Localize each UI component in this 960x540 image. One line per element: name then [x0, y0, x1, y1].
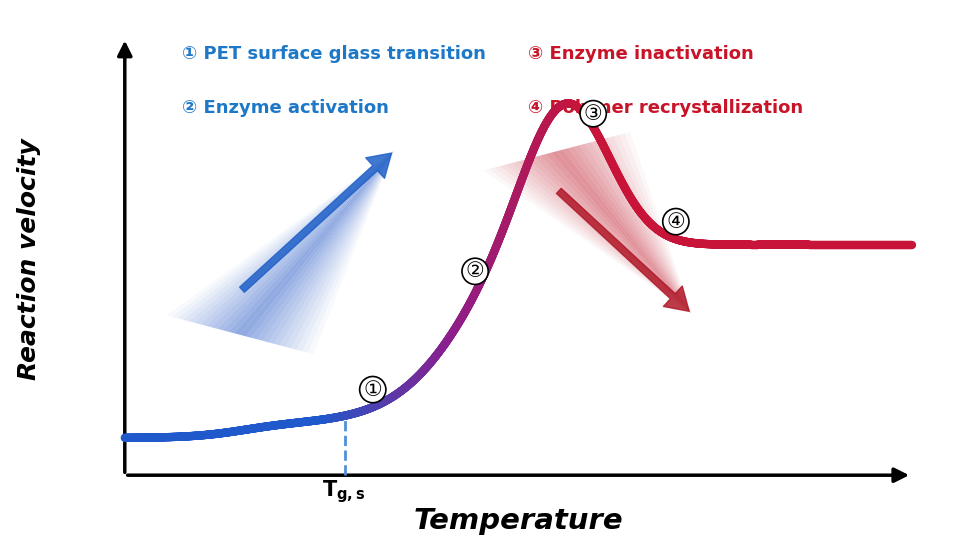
Text: ④: ④ — [666, 212, 685, 232]
FancyArrowPatch shape — [557, 188, 689, 312]
Polygon shape — [529, 157, 691, 313]
Polygon shape — [512, 161, 691, 313]
Polygon shape — [302, 151, 394, 353]
Polygon shape — [580, 144, 691, 313]
Polygon shape — [228, 151, 394, 333]
Polygon shape — [551, 151, 691, 313]
Polygon shape — [523, 159, 691, 313]
Polygon shape — [494, 166, 691, 313]
FancyArrowPatch shape — [240, 153, 392, 292]
Polygon shape — [596, 139, 691, 313]
Polygon shape — [568, 147, 691, 313]
Polygon shape — [263, 151, 394, 342]
Polygon shape — [608, 137, 691, 313]
Text: ① PET surface glass transition: ① PET surface glass transition — [182, 45, 487, 63]
Text: ③: ③ — [584, 104, 603, 124]
Polygon shape — [195, 151, 394, 325]
Polygon shape — [585, 143, 691, 313]
Polygon shape — [489, 167, 691, 313]
Text: ②: ② — [466, 261, 485, 281]
Text: ③ Enzyme inactivation: ③ Enzyme inactivation — [528, 45, 754, 63]
Polygon shape — [291, 151, 394, 350]
Polygon shape — [189, 151, 394, 323]
Polygon shape — [602, 138, 691, 313]
Polygon shape — [563, 148, 691, 313]
Polygon shape — [517, 160, 691, 313]
Text: ④ Polymer recrystallization: ④ Polymer recrystallization — [528, 99, 804, 117]
Polygon shape — [506, 163, 691, 313]
Polygon shape — [206, 151, 394, 327]
Polygon shape — [279, 151, 394, 347]
Polygon shape — [619, 133, 691, 313]
Polygon shape — [234, 151, 394, 335]
Polygon shape — [557, 150, 691, 313]
Polygon shape — [183, 151, 394, 321]
Polygon shape — [590, 141, 691, 313]
Text: Temperature: Temperature — [414, 507, 623, 535]
Polygon shape — [613, 135, 691, 313]
Polygon shape — [257, 151, 394, 341]
Polygon shape — [545, 153, 691, 313]
Polygon shape — [500, 165, 691, 313]
Polygon shape — [217, 151, 394, 330]
Text: ①: ① — [364, 380, 382, 400]
Polygon shape — [178, 151, 394, 320]
Text: Reaction velocity: Reaction velocity — [16, 138, 40, 380]
Polygon shape — [574, 145, 691, 313]
Polygon shape — [285, 151, 394, 348]
Text: $\mathbf{T_{g,s}}$: $\mathbf{T_{g,s}}$ — [322, 478, 365, 505]
Polygon shape — [240, 151, 394, 336]
Polygon shape — [223, 151, 394, 332]
Polygon shape — [212, 151, 394, 329]
Polygon shape — [540, 154, 691, 313]
Polygon shape — [201, 151, 394, 326]
Polygon shape — [297, 151, 394, 351]
Polygon shape — [246, 151, 394, 338]
Text: ② Enzyme activation: ② Enzyme activation — [182, 99, 389, 117]
Polygon shape — [252, 151, 394, 339]
Polygon shape — [274, 151, 394, 345]
Polygon shape — [268, 151, 394, 344]
Polygon shape — [534, 156, 691, 313]
Polygon shape — [172, 151, 394, 319]
